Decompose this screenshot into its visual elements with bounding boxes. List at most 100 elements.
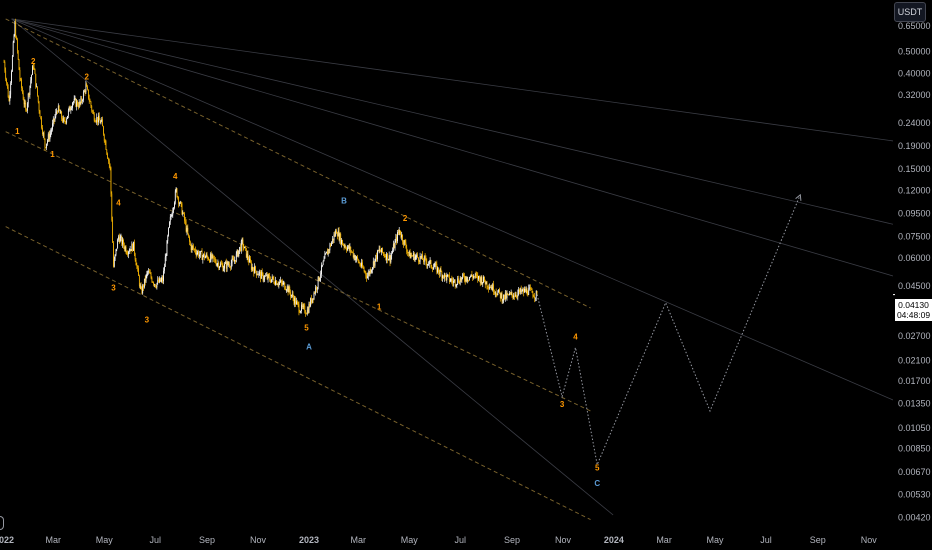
time-tick-label: May	[96, 535, 114, 545]
candle-body	[500, 293, 502, 299]
candle-body	[138, 275, 140, 286]
candle-body	[144, 278, 146, 282]
candle-body	[439, 269, 441, 275]
candle-body	[262, 273, 264, 280]
candle-body	[64, 120, 66, 122]
candle-body	[311, 298, 312, 303]
candle-body	[484, 276, 485, 282]
candle-body	[268, 274, 270, 277]
candle-body	[448, 274, 449, 276]
candle-body	[336, 233, 338, 237]
candle-body	[4, 62, 6, 71]
candle-body	[251, 267, 253, 270]
candle-body	[463, 276, 465, 280]
candle-body	[239, 246, 241, 251]
candle-body	[467, 279, 469, 281]
candle-body	[216, 263, 218, 266]
candle-body	[429, 260, 431, 262]
candle-body	[169, 221, 170, 228]
candle-body	[521, 290, 523, 293]
candle-body	[93, 111, 94, 114]
candle-body	[127, 254, 129, 255]
candle-body	[202, 256, 204, 260]
candle-body	[337, 230, 339, 237]
candle-body	[258, 272, 260, 275]
candle-body	[243, 247, 245, 249]
candle-body	[74, 98, 76, 100]
candle-body	[485, 281, 487, 285]
candle-body	[481, 277, 483, 285]
candle-body	[153, 284, 155, 285]
candle-body	[355, 258, 357, 260]
candle-body	[423, 256, 425, 262]
candle-body	[230, 266, 231, 268]
candle-body	[318, 276, 320, 281]
candle-body	[512, 294, 514, 298]
candle-body	[422, 254, 423, 260]
candle-body	[129, 249, 131, 252]
candle-body	[62, 117, 64, 122]
channel-lines	[5, 18, 591, 521]
candle-body	[181, 203, 183, 215]
wave-label: 3	[560, 400, 565, 409]
time-axis[interactable]: 2022 Mar May Jul Sep Nov 2023 Mar May Jul Sep Nov 20…	[0, 527, 932, 550]
candle-body	[158, 279, 159, 283]
candle-body	[91, 106, 93, 111]
candle-body	[227, 261, 229, 265]
candle-body	[529, 287, 530, 289]
candle-body	[413, 253, 414, 257]
candle-body	[309, 303, 311, 307]
time-tick-label: May	[401, 535, 419, 545]
candle-body	[106, 149, 108, 154]
candle-body	[257, 274, 259, 276]
candle-body	[379, 248, 381, 252]
wave-label: 4	[173, 172, 178, 181]
candle-body	[168, 227, 169, 236]
candle-body	[205, 254, 207, 257]
candle-body	[11, 56, 13, 72]
candle-body	[497, 291, 499, 296]
candle-body	[332, 238, 334, 241]
candle-body	[217, 262, 219, 264]
candle-body	[301, 304, 302, 312]
candle-body	[213, 255, 215, 259]
candle-body	[32, 66, 33, 75]
price-tick-label: 0.09500	[898, 208, 931, 218]
candle-body	[150, 273, 152, 278]
price-axis[interactable]: 0.65000 0.50000 0.40000 0.32000 0.24000 0.190…	[893, 0, 932, 550]
candle-body	[260, 271, 261, 279]
candle-body	[250, 258, 251, 263]
time-tick-label: Nov	[555, 535, 572, 545]
candle-body	[146, 272, 148, 276]
candle-body	[97, 117, 98, 123]
candle-body	[514, 294, 516, 297]
wave-label: 1	[15, 127, 20, 136]
currency-unit-button[interactable]: USDT	[894, 2, 926, 22]
wave-label: A	[306, 343, 312, 352]
candle-body	[490, 287, 492, 288]
candle-body	[326, 251, 327, 254]
candle-body	[131, 243, 133, 251]
candle-body	[19, 69, 21, 80]
candle-body	[494, 292, 495, 294]
candle-body	[252, 267, 254, 270]
candle-body	[80, 98, 82, 105]
candle-body	[233, 259, 235, 262]
candle-body	[486, 281, 488, 287]
panel-toggle-icon[interactable]	[0, 516, 4, 530]
candle-body	[89, 100, 91, 102]
candle-body	[108, 160, 110, 165]
candle-body	[134, 253, 136, 260]
candle-body	[36, 86, 37, 88]
candle-body	[451, 279, 453, 281]
candle-body	[174, 191, 176, 203]
candle-body	[362, 267, 364, 269]
candle-body	[463, 274, 464, 277]
candle-body	[171, 215, 173, 217]
candle-body	[470, 274, 472, 277]
candle-body	[11, 71, 12, 83]
candle-body	[338, 230, 340, 241]
candle-body	[200, 251, 202, 252]
candle-body	[24, 102, 26, 105]
